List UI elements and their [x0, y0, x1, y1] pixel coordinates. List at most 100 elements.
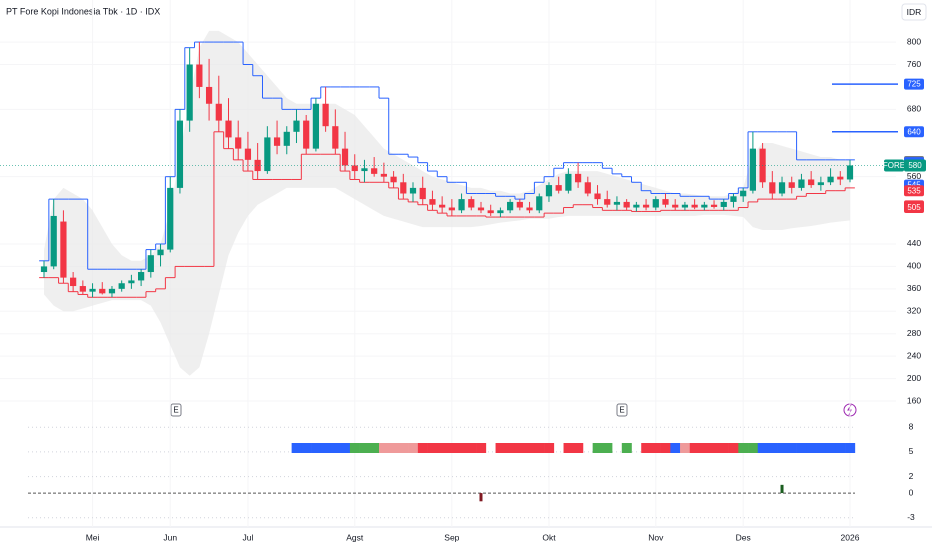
candle-body — [439, 204, 446, 208]
candle-body — [584, 182, 591, 194]
x-tick-label: Jun — [163, 532, 177, 542]
candle-body — [497, 210, 504, 214]
indicator-bar — [780, 484, 784, 494]
candle-body — [730, 196, 737, 202]
candle-body — [827, 176, 834, 183]
status-segment — [602, 443, 613, 453]
plot-layer — [39, 30, 855, 376]
candle-body — [99, 288, 106, 294]
candle-body — [332, 126, 339, 149]
status-segment — [534, 443, 545, 453]
price-label-box — [904, 202, 924, 214]
candle-body — [448, 207, 455, 211]
candle-body — [205, 86, 213, 104]
status-segment — [767, 443, 778, 453]
candle-body — [254, 159, 261, 172]
candle-body — [429, 199, 436, 205]
y-tick-label: 320 — [907, 306, 921, 316]
status-segment — [650, 443, 661, 453]
event-label[interactable]: E — [173, 406, 178, 415]
candle-body — [555, 185, 562, 191]
x-tick-label: Agst — [346, 532, 364, 542]
candle-body — [672, 204, 679, 208]
y-tick-label: 400 — [907, 261, 921, 271]
status-segment — [738, 443, 749, 453]
last-price-label: 580 — [908, 161, 922, 170]
candle-body — [536, 196, 543, 211]
candle-body — [60, 221, 67, 278]
status-segment — [621, 443, 632, 453]
candle-body — [157, 249, 164, 256]
status-segment — [466, 443, 477, 453]
x-tick-label: Jul — [242, 532, 253, 542]
status-segment — [427, 443, 438, 453]
status-segment — [437, 443, 448, 453]
candle-body — [468, 199, 475, 208]
candle-body — [778, 182, 786, 194]
candle-body — [594, 193, 601, 200]
status-segment — [709, 443, 720, 453]
indicator-bar — [479, 493, 483, 502]
y-tick-label: 160 — [907, 395, 921, 405]
status-segment — [349, 443, 360, 453]
price-label-box — [904, 185, 924, 197]
candle-body — [788, 182, 795, 188]
candle-body — [837, 176, 844, 180]
status-segment — [845, 443, 856, 453]
candle-body — [487, 210, 494, 214]
status-segment — [379, 443, 390, 453]
candle-body — [244, 148, 252, 160]
candle-body — [351, 165, 358, 172]
candle-body — [798, 179, 805, 188]
price-label: 725 — [907, 80, 921, 89]
status-segment — [505, 443, 516, 453]
status-segment — [786, 443, 797, 453]
indicator-tick-label: 2 — [909, 471, 914, 481]
candle-body — [118, 283, 125, 289]
x-tick-label: Nov — [648, 532, 664, 542]
candle-body — [409, 187, 417, 194]
indicator-tick-label: 5 — [909, 446, 914, 456]
status-segment — [641, 443, 652, 453]
candle-body — [633, 204, 640, 208]
status-segment — [495, 443, 506, 453]
status-segment — [689, 443, 700, 453]
status-segment — [573, 443, 584, 453]
x-tick-label: 2026 — [841, 532, 860, 542]
currency-box[interactable] — [901, 3, 927, 21]
candle-body — [720, 201, 727, 207]
candle-body — [361, 168, 368, 172]
status-segment — [301, 443, 312, 453]
status-segment — [388, 443, 399, 453]
status-segment — [757, 443, 768, 453]
candle-body — [458, 199, 465, 211]
candle-body — [312, 103, 320, 149]
status-segment — [660, 443, 671, 453]
candle-body — [128, 280, 135, 284]
status-segment — [592, 443, 603, 453]
candle-body — [400, 182, 407, 194]
candle-body — [574, 173, 582, 183]
status-segment — [563, 443, 574, 453]
status-segment — [456, 443, 467, 453]
candle-body — [419, 187, 426, 200]
event-label[interactable]: E — [619, 406, 624, 415]
band-area — [44, 30, 850, 376]
candle-body — [808, 179, 815, 186]
candle-body — [604, 199, 611, 205]
candle-body — [322, 103, 329, 127]
candle-body — [817, 182, 824, 186]
status-segment — [369, 443, 380, 453]
candle-body — [70, 277, 77, 287]
status-segment — [524, 443, 535, 453]
x-tick-label: Mei — [86, 532, 100, 542]
event-box[interactable] — [616, 403, 628, 417]
price-label: 505 — [907, 203, 921, 212]
candle-body — [710, 204, 718, 207]
y-tick-label: 560 — [907, 171, 921, 181]
candle-body — [108, 288, 116, 294]
candle-body — [652, 199, 659, 208]
currency[interactable]: IDR — [907, 7, 922, 17]
indicator-tick-label: 8 — [909, 421, 914, 431]
event-box[interactable] — [170, 403, 182, 417]
